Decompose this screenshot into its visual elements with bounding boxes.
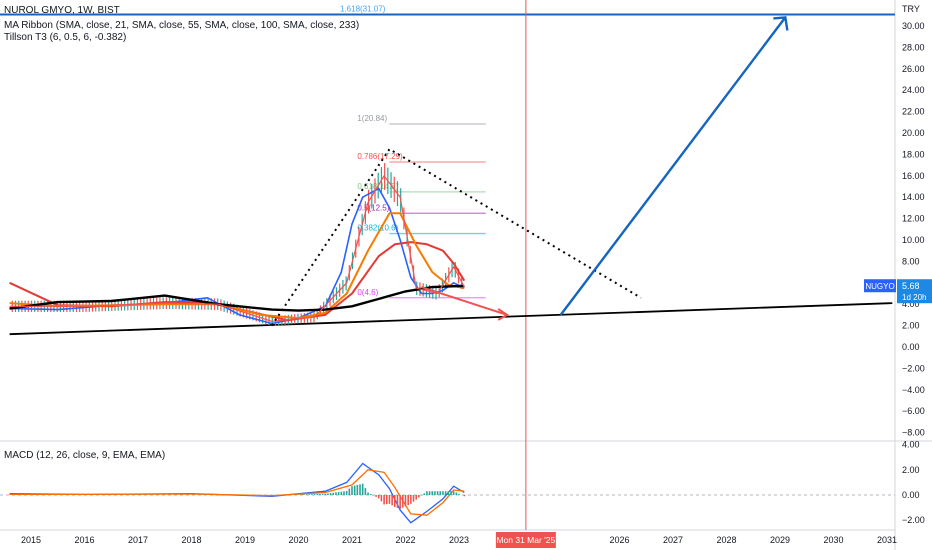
macd-tick-label: 0.00: [902, 490, 920, 500]
macd-tick-label: 4.00: [902, 440, 920, 450]
year-tick-label: 2015: [21, 535, 41, 545]
series-line: [9, 187, 465, 325]
fib-label: 0.786(17.29): [357, 152, 403, 161]
year-tick-label: 2026: [609, 535, 629, 545]
fib-label: 0(4.6): [357, 288, 378, 297]
date-badge: [495, 532, 556, 548]
macd-series-line: [9, 462, 465, 524]
currency-label: TRY: [902, 4, 920, 14]
macd-legend[interactable]: MACD (12, 26, close, 9, EMA, EMA): [4, 450, 166, 461]
price-tick-label: 30.00: [902, 21, 925, 31]
price-tick-label: 14.00: [902, 192, 925, 202]
price-tick-label: 2.00: [902, 321, 920, 331]
price-badge-value: 5.68: [902, 281, 920, 291]
price-tick-label: 20.00: [902, 128, 925, 138]
price-tick-label: −2.00: [902, 363, 925, 373]
fib-label: 1(20.84): [357, 114, 387, 123]
price-tick-label: −4.00: [902, 385, 925, 395]
series-line: [9, 175, 465, 322]
price-tick-label: 0.00: [902, 342, 920, 352]
symbol-title[interactable]: NUROL GMYO, 1W, BIST: [4, 5, 120, 16]
price-tick-label: 18.00: [902, 149, 925, 159]
fib-label: 0.5(12.5): [357, 203, 389, 212]
price-tick-label: 22.00: [902, 107, 925, 117]
target-arrowhead: [773, 16, 789, 31]
price-tick-label: 28.00: [902, 42, 925, 52]
price-tick-label: 16.00: [902, 171, 925, 181]
year-tick-label: 2029: [770, 535, 790, 545]
year-tick-label: 2016: [74, 535, 94, 545]
price-tick-label: 8.00: [902, 256, 920, 266]
ticker-symbol-label: NUGYO: [865, 282, 894, 291]
price-tick-label: 10.00: [902, 235, 925, 245]
year-tick-label: 2018: [181, 535, 201, 545]
macd-tick-label: −2.00: [902, 515, 925, 525]
price-tick-label: 12.00: [902, 214, 925, 224]
price-tick-label: 26.00: [902, 64, 925, 74]
year-tick-label: 2028: [716, 535, 736, 545]
year-tick-label: 2020: [288, 535, 308, 545]
fib-label: 1.618(31.07): [340, 5, 386, 14]
support-trendline: [9, 302, 893, 336]
year-tick-label: 2031: [877, 535, 897, 545]
year-tick-label: 2022: [395, 535, 415, 545]
forecast-arrow: [421, 286, 508, 316]
price-badge-countdown: 1d 20h: [902, 293, 926, 302]
target-arrow: [559, 16, 787, 316]
price-tick-label: 4.00: [902, 299, 920, 309]
forecast-arrowhead: [497, 308, 510, 321]
year-tick-label: 2027: [663, 535, 683, 545]
ma-ribbon-legend[interactable]: MA Ribbon (SMA, close, 21, SMA, close, 5…: [4, 20, 360, 31]
macd-tick-label: 2.00: [902, 465, 920, 475]
year-tick-label: 2023: [449, 535, 469, 545]
series-line: [9, 284, 465, 312]
year-tick-label: 2017: [128, 535, 148, 545]
year-tick-label: 2019: [235, 535, 255, 545]
ticker-symbol-badge[interactable]: [864, 279, 896, 293]
tillson-legend[interactable]: Tillson T3 (6, 0.5, 6, -0.382): [4, 32, 127, 43]
date-badge-label: Mon 31 Mar '25: [496, 535, 555, 545]
macd-series-line: [9, 469, 465, 516]
year-tick-label: 2030: [823, 535, 843, 545]
price-tick-label: −8.00: [902, 428, 925, 438]
price-tick-label: 24.00: [902, 85, 925, 95]
fib-label: 0.382(10.6): [357, 224, 398, 233]
year-tick-label: 2021: [342, 535, 362, 545]
price-tick-label: −6.00: [902, 406, 925, 416]
price-badge[interactable]: [897, 279, 932, 304]
